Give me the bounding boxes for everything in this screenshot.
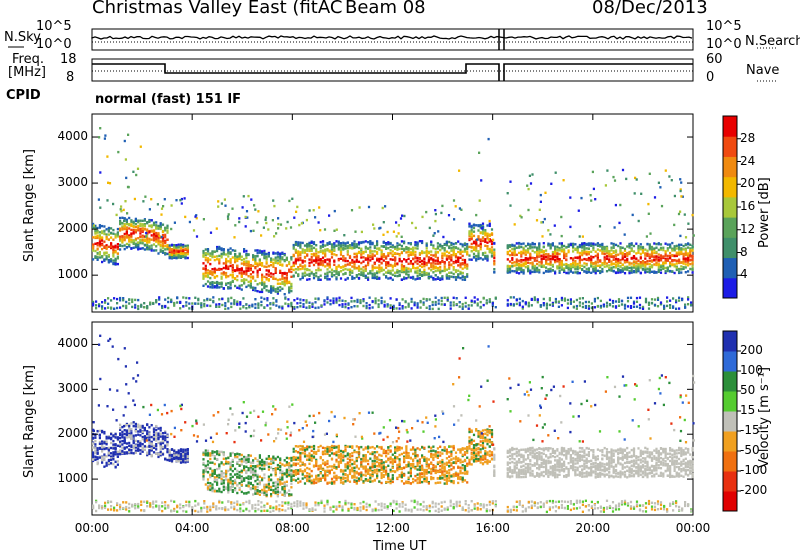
nave-tick-high: 60 — [706, 52, 723, 67]
x-tick-label-4: 16:00 — [475, 521, 510, 535]
x-tick-label-2: 08:00 — [275, 521, 310, 535]
power-colorbar-swatch-5 — [723, 176, 737, 198]
power-ytick-label-2: 3000 — [57, 175, 88, 190]
nave-label: Nave — [746, 63, 780, 78]
power-ytick-label-0: 1000 — [57, 267, 88, 282]
x-tick-label-5: 20:00 — [575, 521, 611, 535]
power-colorbar-tick-label-1: 8 — [740, 244, 748, 259]
power-colorbar-tick-label-6: 28 — [740, 130, 756, 145]
velocity-colorbar-swatch-5 — [723, 391, 737, 412]
freq-label: Freq. — [12, 52, 44, 67]
velocity-colorbar-swatch-3 — [723, 431, 737, 452]
velocity-colorbar-tick-label-1: 100 — [740, 363, 763, 377]
nsky-tick-high: 10^5 — [36, 19, 72, 34]
power-colorbar-swatch-2 — [723, 237, 737, 259]
nave-tick-low: 0 — [706, 70, 715, 85]
velocity-colorbar-tick-label-4: -15 — [740, 423, 760, 437]
freq-panel — [91, 58, 694, 82]
velocity-colorbar-tick-label-6: -100 — [740, 463, 768, 477]
velocity-colorbar-swatch-8 — [723, 331, 737, 352]
cpid-label: CPID — [6, 88, 41, 103]
beam-label: Beam 08 — [344, 0, 427, 18]
velocity-scatter — [92, 334, 696, 514]
velocity-colorbar-tick-label-5: -50 — [740, 443, 760, 457]
power-colorbar-tick-label-2: 12 — [740, 221, 756, 236]
frequency-trace — [92, 63, 693, 81]
power-colorbar-swatch-6 — [723, 156, 737, 178]
nsearch-tick-low: 10^0 — [706, 37, 742, 52]
velocity-plot-area — [91, 321, 694, 516]
power-colorbar-tick-label-5: 24 — [740, 153, 756, 168]
chart-title: Christmas Valley East (fitACF) — [92, 0, 360, 18]
x-tick-label-3: 12:00 — [375, 521, 410, 535]
power-colorbar-swatch-1 — [723, 257, 737, 279]
nsearch-tick-high: 10^5 — [706, 19, 742, 34]
chart-date: 08/Dec/2013 — [592, 0, 708, 18]
velocity-ytick-label-0: 1000 — [57, 471, 88, 486]
velocity-colorbar-tick-label-2: 50 — [740, 383, 756, 397]
power-colorbar-swatch-3 — [723, 217, 737, 238]
power-scatter — [92, 127, 695, 311]
power-ytick-label-1: 2000 — [57, 221, 88, 236]
freq-unit-label: [MHz] — [8, 65, 46, 80]
power-ytick-label-3: 4000 — [57, 129, 88, 144]
velocity-ytick-label-3: 4000 — [57, 336, 88, 351]
power-colorbar-swatch-0 — [723, 277, 737, 299]
velocity-ytick-label-1: 2000 — [57, 426, 88, 441]
nsky-panel — [91, 28, 694, 51]
x-tick-label-6: 00:00 — [675, 521, 711, 535]
nsky-trace — [91, 35, 693, 40]
velocity-ylabel: Slant Range [km] — [22, 365, 37, 478]
power-colorbar-tick-label-3: 16 — [740, 199, 756, 213]
power-colorbar-tick-label-4: 20 — [740, 176, 756, 191]
nsky-tick-low: 10^0 — [36, 37, 72, 52]
power-colorbar-swatch-7 — [723, 136, 737, 157]
velocity-colorbar-swatch-4 — [723, 411, 737, 432]
power-colorbar-swatch-8 — [723, 116, 737, 137]
x-tick-label-1: 04:00 — [174, 521, 210, 535]
velocity-colorbar-tick-label-0: 200 — [740, 343, 763, 357]
nsky-label: N.Sky — [4, 30, 41, 45]
freq-tick-high: 18 — [60, 52, 77, 67]
velocity-colorbar-swatch-2 — [723, 451, 737, 472]
velocity-colorbar-tick-label-7: -200 — [740, 483, 768, 497]
velocity-colorbar-swatch-1 — [723, 471, 737, 492]
power-colorbar-label: Power [dB] — [757, 177, 772, 248]
power-colorbar-tick-label-0: 4 — [740, 267, 748, 282]
velocity-colorbar-tick-label-3: 15 — [740, 403, 756, 417]
power-colorbar-swatch-4 — [723, 196, 737, 218]
freq-tick-low: 8 — [66, 70, 75, 85]
nsearch-label: N.Search — [745, 34, 800, 49]
power-plot-area — [91, 113, 694, 313]
x-axis-label: Time UT — [373, 539, 427, 554]
velocity-colorbar-frame — [722, 330, 738, 512]
x-tick-label-0: 00:00 — [74, 521, 110, 535]
velocity-ytick-label-2: 3000 — [57, 381, 88, 396]
cpid-value: normal (fast) 151 IF — [95, 92, 242, 107]
velocity-colorbar-swatch-7 — [723, 351, 737, 372]
velocity-colorbar-swatch-0 — [723, 491, 737, 512]
velocity-colorbar-swatch-6 — [723, 371, 737, 392]
power-ylabel: Slant Range [km] — [22, 149, 37, 262]
